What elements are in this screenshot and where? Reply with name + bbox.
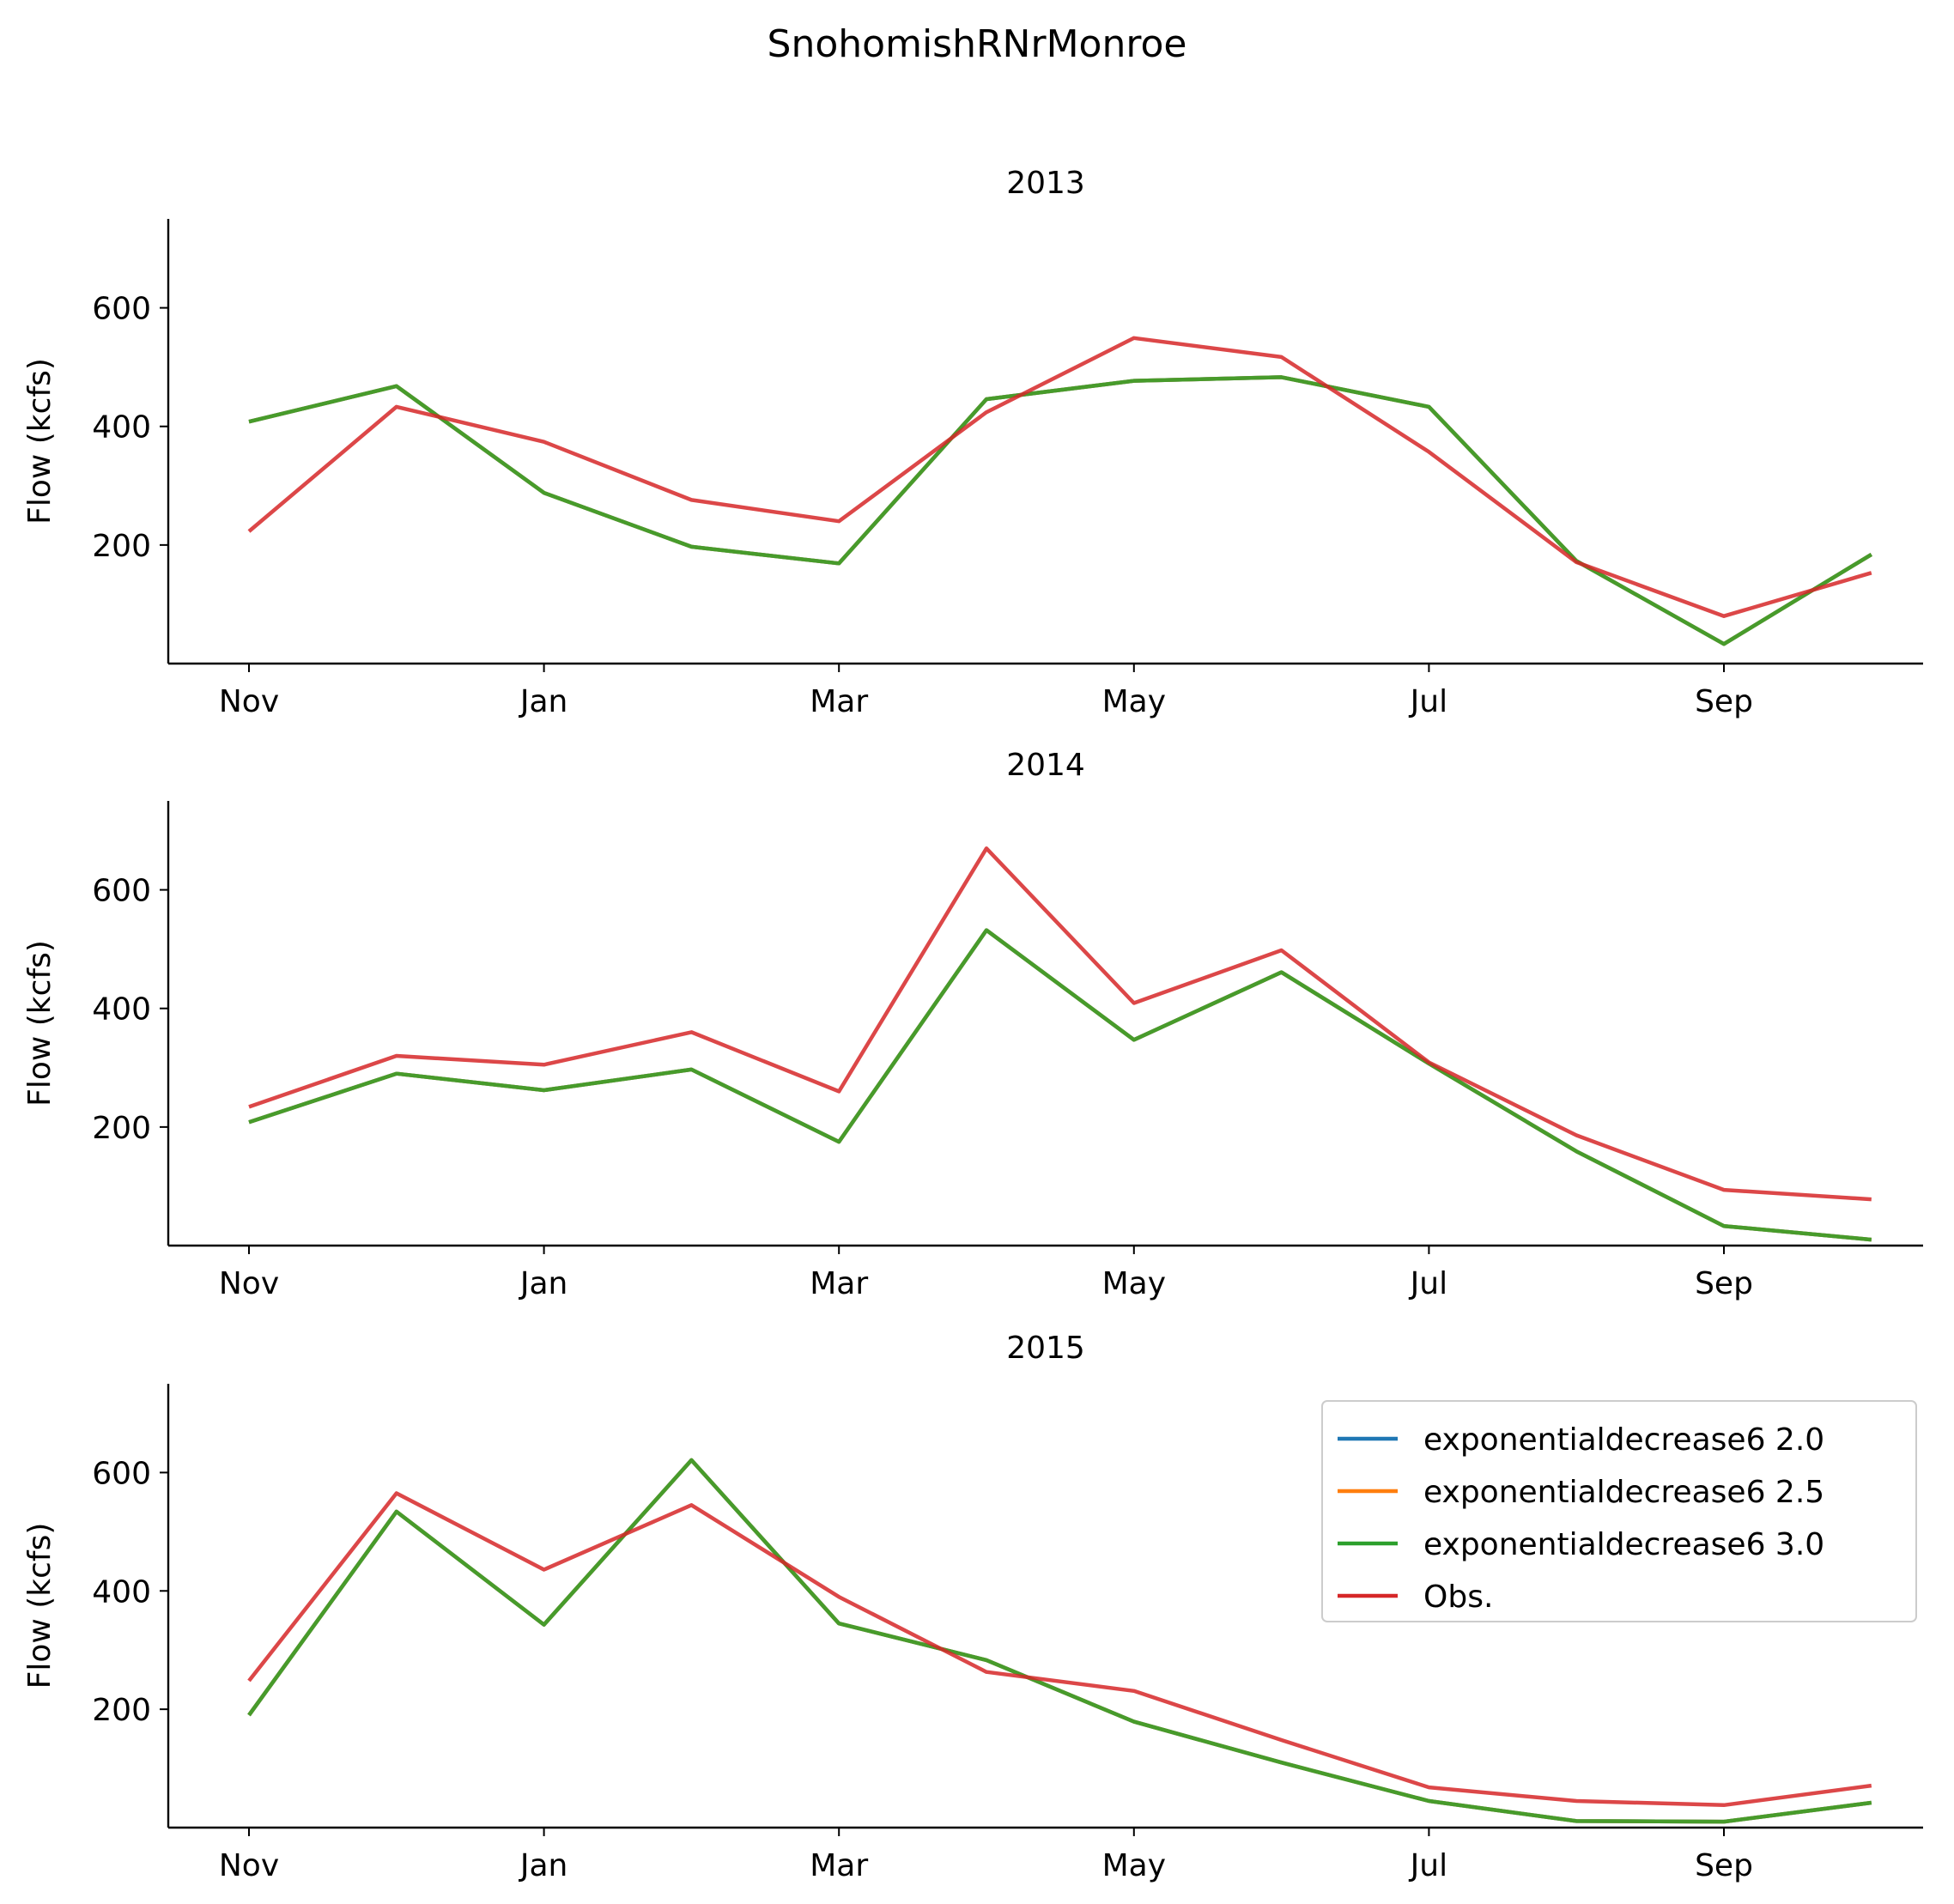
x-tick-label: Nov <box>219 684 279 719</box>
subplot-2013: 2013 Flow (kcfs) 200 400 600 Nov Jan Mar May Jul S… <box>22 166 1923 719</box>
y-tick-label: 200 <box>92 1111 151 1146</box>
series-line-exponentialdecrease6-2-0 <box>248 375 1872 646</box>
series-line-obs <box>248 846 1872 1202</box>
figure-suptitle: SnohomishRNrMonroe <box>768 22 1187 66</box>
legend-entry-label: exponentialdecrease6 3.0 <box>1423 1527 1824 1562</box>
y-axis-label: Flow (kcfs) <box>22 940 58 1107</box>
y-tick-label: 400 <box>92 992 151 1028</box>
x-tick-label: Mar <box>810 1848 868 1883</box>
x-tick-label: Sep <box>1695 684 1753 719</box>
subplot-2015: 2015 Flow (kcfs) 200 400 600 Nov Jan Mar May Jul S… <box>22 1331 1923 1883</box>
x-tick-label: May <box>1102 1848 1166 1883</box>
x-tick-label: Sep <box>1695 1848 1753 1883</box>
x-tick-label: Nov <box>219 1266 279 1301</box>
legend-entry-label: Obs. <box>1423 1580 1493 1615</box>
subplots-container: 2013 Flow (kcfs) 200 400 600 Nov Jan Mar May Jul S… <box>22 166 1923 1883</box>
x-tick-label: Jan <box>519 1848 568 1883</box>
series-line-obs <box>247 1491 1872 1808</box>
x-tick-label: Jan <box>519 1266 568 1301</box>
y-tick-label: 600 <box>92 874 151 909</box>
x-tick-label: Jul <box>1409 1848 1447 1883</box>
subplot-title: 2014 <box>1006 748 1085 783</box>
y-tick-label: 400 <box>92 410 151 446</box>
x-tick-label: Nov <box>219 1848 279 1883</box>
series-line-exponentialdecrease6-3-0 <box>248 928 1872 1242</box>
x-tick-label: Jul <box>1409 684 1447 719</box>
x-tick-label: Jan <box>519 684 568 719</box>
y-tick-label: 600 <box>92 1456 151 1491</box>
x-tick-label: Mar <box>810 684 868 719</box>
legend-entry-label: exponentialdecrease6 2.0 <box>1423 1422 1824 1458</box>
series-line-exponentialdecrease6-3-0 <box>248 375 1872 646</box>
series-line-exponentialdecrease6-2-5 <box>248 375 1872 646</box>
y-tick-label: 200 <box>92 1693 151 1728</box>
y-axis-label: Flow (kcfs) <box>22 358 58 525</box>
subplot-2014: 2014 Flow (kcfs) 200 400 600 Nov Jan Mar May Jul S… <box>22 748 1923 1301</box>
subplot-title: 2013 <box>1006 166 1085 201</box>
x-tick-label: Sep <box>1695 1266 1753 1301</box>
y-tick-label: 200 <box>92 529 151 564</box>
legend-entry-label: exponentialdecrease6 2.5 <box>1423 1475 1824 1510</box>
legend-frame <box>1321 1400 1917 1622</box>
x-tick-label: May <box>1102 684 1166 719</box>
x-tick-label: Mar <box>810 1266 868 1301</box>
y-tick-label: 600 <box>92 292 151 327</box>
y-axis-label: Flow (kcfs) <box>22 1523 58 1689</box>
legend: exponentialdecrease6 2.0 exponentialdecre… <box>1321 1400 1917 1622</box>
y-tick-label: 400 <box>92 1574 151 1610</box>
x-tick-label: Jul <box>1409 1266 1447 1301</box>
x-tick-label: May <box>1102 1266 1166 1301</box>
series-line-obs <box>247 336 1872 618</box>
subplot-title: 2015 <box>1006 1331 1085 1366</box>
series-line-exponentialdecrease6-3-0 <box>247 1458 1872 1824</box>
